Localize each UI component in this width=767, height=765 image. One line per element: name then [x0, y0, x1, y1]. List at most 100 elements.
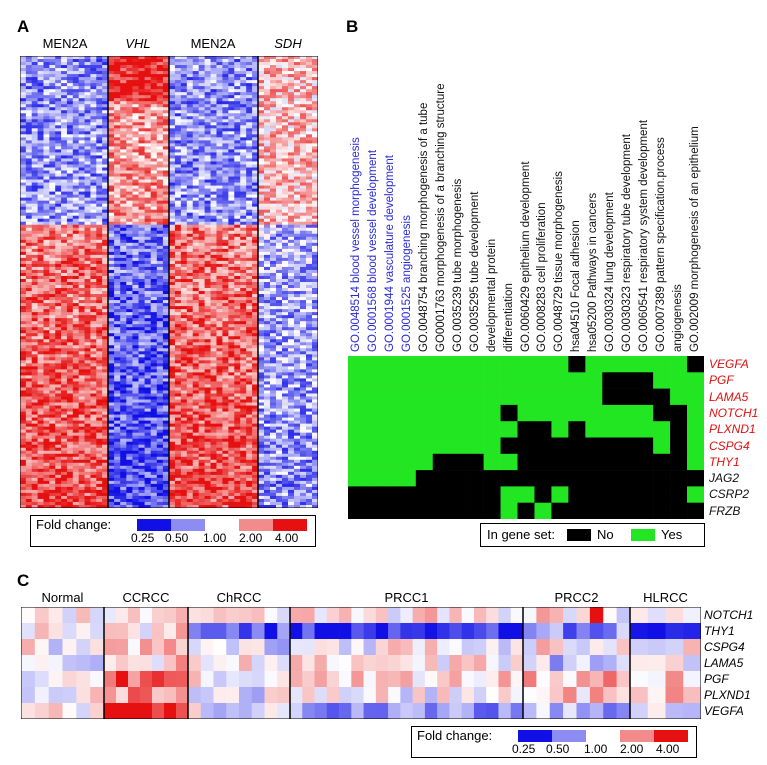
- heatmap-cell: [72, 254, 80, 259]
- heatmap-cell: [270, 230, 277, 235]
- heatmap-cell: [306, 336, 313, 340]
- heatmap-cell: [246, 309, 253, 313]
- heatmap-cell: [132, 173, 139, 177]
- heatmap-cell: [43, 92, 50, 96]
- heatmap-cell: [270, 77, 277, 81]
- heatmap-cell: [216, 269, 223, 274]
- heatmap-cell: [270, 236, 277, 241]
- heatmap-cell: [132, 351, 139, 355]
- heatmap-cell: [90, 294, 97, 298]
- heatmap-cell: [300, 146, 307, 150]
- heatmap-cell: [222, 104, 229, 108]
- heatmap-cell: [61, 239, 68, 244]
- heatmap-cell: [31, 330, 38, 334]
- heatmap-cell: [72, 200, 80, 205]
- heatmap-cell: [78, 309, 85, 313]
- heatmap-cell: [306, 95, 313, 99]
- heatmap-cell: [180, 98, 188, 102]
- heatmap-cell: [43, 285, 50, 289]
- heatmap-cell: [210, 107, 217, 111]
- heatmap-cell: [228, 83, 235, 87]
- heatmap-cell: [169, 161, 176, 165]
- heatmap-cell: [37, 312, 44, 316]
- heatmap-cell: [150, 233, 158, 238]
- heatmap-cell: [114, 197, 121, 202]
- heatmap-cell: [55, 89, 62, 93]
- heatmap-cell: [144, 104, 152, 108]
- heatmap-cell: [84, 74, 91, 78]
- heatmap-cell: [300, 62, 307, 66]
- heatmap-cell: [144, 92, 152, 96]
- heatmap-cell: [90, 122, 97, 126]
- heatmap-cell: [216, 342, 223, 346]
- heatmap-cell: [192, 149, 200, 153]
- heatmap-cell: [156, 248, 164, 253]
- heatmap-cell: [156, 254, 164, 259]
- heatmap-cell: [192, 318, 200, 322]
- heatmap-cell: [276, 164, 283, 168]
- heatmap-cell: [108, 65, 115, 69]
- heatmap-cell: [43, 336, 50, 340]
- heatmap-cell: [31, 285, 38, 289]
- heatmap-cell: [276, 170, 283, 174]
- heatmap-cell: [282, 131, 289, 135]
- heatmap-cell: [102, 185, 109, 189]
- heatmap-cell: [282, 272, 289, 277]
- heatmap-cell: [96, 260, 103, 265]
- heatmap-cell: [300, 327, 307, 331]
- heatmap-cell: [132, 161, 139, 165]
- heatmap-cell: [150, 212, 158, 217]
- heatmap-cell: [264, 263, 271, 268]
- heatmap-cell: [20, 200, 27, 205]
- heatmap-cell: [174, 300, 182, 304]
- heatmap-cell: [132, 321, 139, 325]
- heatmap-cell: [138, 119, 145, 123]
- heatmap-cell: [252, 116, 259, 120]
- heatmap-cell: [222, 86, 229, 90]
- heatmap-cell: [288, 158, 295, 162]
- heatmap-cell: [162, 170, 170, 174]
- heatmap-cell: [258, 122, 265, 126]
- heatmap-cell: [108, 275, 115, 280]
- heatmap-cell: [240, 95, 247, 99]
- heatmap-cell: [108, 191, 115, 196]
- heatmap-cell: [20, 59, 27, 63]
- heatmap-cell: [25, 107, 33, 111]
- heatmap-cell: [102, 236, 109, 241]
- heatmap-cell: [108, 300, 115, 304]
- heatmap-cell: [258, 245, 265, 250]
- heatmap-cell: [174, 215, 182, 220]
- heatmap-cell: [282, 179, 289, 183]
- heatmap-cell: [78, 224, 85, 229]
- heatmap-cell: [312, 185, 318, 189]
- heatmap-cell: [31, 348, 38, 352]
- heatmap-cell: [204, 354, 211, 358]
- heatmap-cell: [198, 227, 205, 232]
- heatmap-cell: [61, 351, 68, 355]
- heatmap-cell: [66, 227, 74, 232]
- heatmap-cell: [20, 297, 27, 301]
- heatmap-cell: [264, 140, 271, 144]
- heatmap-cell: [312, 336, 318, 340]
- heatmap-cell: [169, 336, 176, 340]
- heatmap-cell: [252, 282, 259, 286]
- heatmap-cell: [31, 143, 38, 147]
- heatmap-cell: [25, 251, 33, 256]
- heatmap-cell: [43, 315, 50, 319]
- heatmap-cell: [25, 324, 33, 328]
- heatmap-cell: [31, 197, 38, 202]
- heatmap-cell: [198, 197, 205, 202]
- heatmap-cell: [84, 230, 91, 235]
- heatmap-cell: [120, 288, 127, 292]
- heatmap-cell: [102, 257, 109, 262]
- heatmap-cell: [78, 152, 85, 156]
- heatmap-cell: [306, 56, 313, 60]
- heatmap-cell: [120, 110, 127, 114]
- heatmap-cell: [169, 348, 176, 352]
- heatmap-cell: [43, 245, 50, 250]
- heatmap-cell: [138, 164, 145, 168]
- heatmap-cell: [252, 179, 259, 183]
- heatmap-cell: [240, 236, 247, 241]
- heatmap-cell: [198, 221, 205, 226]
- heatmap-cell: [43, 212, 50, 217]
